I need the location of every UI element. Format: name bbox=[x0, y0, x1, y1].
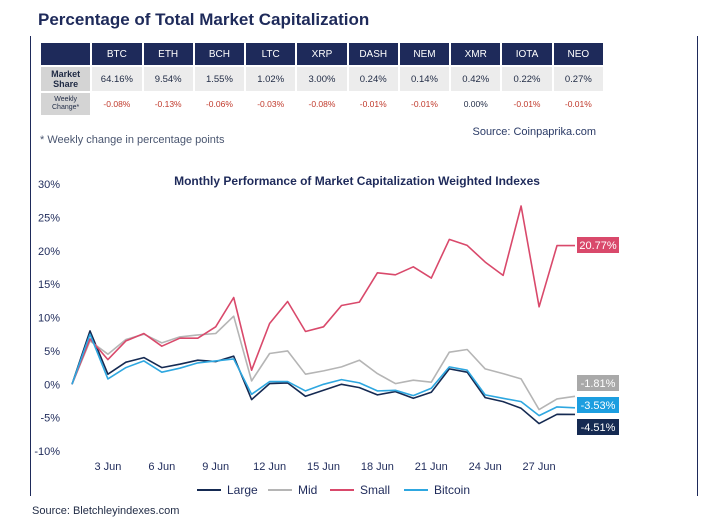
series-line-small bbox=[71, 205, 575, 385]
row-label: Market Share bbox=[41, 67, 91, 91]
table-cell: 3.00% bbox=[297, 67, 347, 91]
table-cell: 9.54% bbox=[143, 67, 193, 91]
y-tick-label: -5% bbox=[40, 413, 60, 425]
column-header: BCH bbox=[194, 43, 245, 65]
x-tick-label: 21 Jun bbox=[415, 461, 448, 473]
column-header: BTC bbox=[92, 43, 142, 65]
x-tick-label: 3 Jun bbox=[94, 461, 121, 473]
x-tick-label: 12 Jun bbox=[253, 461, 286, 473]
end-value-label: -3.53% bbox=[581, 400, 616, 412]
column-header: XRP bbox=[297, 43, 347, 65]
y-tick-label: 0% bbox=[44, 379, 60, 391]
end-label-box bbox=[577, 419, 619, 435]
row-label-line: Share bbox=[53, 79, 79, 89]
table-header-row: BTC ETH BCH LTC XRP DASH NEM XMR IOTA NE… bbox=[41, 43, 603, 65]
table-cell: 1.02% bbox=[246, 67, 296, 91]
legend-label: Small bbox=[360, 483, 390, 497]
series-line-bitcoin bbox=[71, 333, 576, 417]
column-header: DASH bbox=[348, 43, 398, 65]
table-corner bbox=[41, 43, 91, 65]
x-tick-label: 15 Jun bbox=[307, 461, 340, 473]
table-row-weekly-change: Weekly Change* -0.08% -0.13% -0.06% -0.03… bbox=[41, 93, 603, 115]
end-value-label: -4.51% bbox=[581, 422, 616, 434]
end-value-label: -1.81% bbox=[581, 378, 616, 390]
table-cell: -0.08% bbox=[297, 93, 347, 115]
series-line-mid bbox=[71, 315, 576, 411]
source-bletchley: Source: Bletchleyindexes.com bbox=[32, 505, 180, 517]
table-cell: 0.27% bbox=[553, 67, 603, 91]
column-header: IOTA bbox=[502, 43, 552, 65]
legend-label: Mid bbox=[298, 483, 317, 497]
y-tick-label: 30% bbox=[38, 179, 60, 191]
x-tick-label: 27 Jun bbox=[523, 461, 556, 473]
end-label-box bbox=[577, 237, 619, 253]
frame-divider-right bbox=[697, 36, 698, 496]
table-cell: 0.00% bbox=[451, 93, 501, 115]
y-tick-label: 5% bbox=[44, 346, 60, 358]
table-cell: 0.14% bbox=[399, 67, 450, 91]
row-label-line: Market bbox=[51, 69, 81, 79]
y-tick-label: 10% bbox=[38, 313, 60, 325]
table-row-market-share: Market Share 64.16% 9.54% 1.55% 1.02% 3.0… bbox=[41, 67, 603, 91]
table-cell: -0.06% bbox=[194, 93, 245, 115]
table-cell: 0.22% bbox=[502, 67, 552, 91]
table-cell: 0.24% bbox=[348, 67, 398, 91]
y-tick-label: 15% bbox=[38, 279, 60, 291]
table-cell: -0.01% bbox=[348, 93, 398, 115]
column-header: NEM bbox=[399, 43, 450, 65]
table-cell: -0.01% bbox=[502, 93, 552, 115]
x-tick-label: 6 Jun bbox=[148, 461, 175, 473]
x-tick-label: 18 Jun bbox=[361, 461, 394, 473]
end-label-box bbox=[577, 375, 619, 391]
table-cell: -0.01% bbox=[399, 93, 450, 115]
column-header: XMR bbox=[451, 43, 501, 65]
x-tick-label: 24 Jun bbox=[469, 461, 502, 473]
row-label: Weekly Change* bbox=[41, 93, 91, 115]
table-cell: 64.16% bbox=[92, 67, 142, 91]
end-value-label: 20.77% bbox=[579, 240, 617, 252]
column-header: NEO bbox=[553, 43, 603, 65]
y-tick-label: 20% bbox=[38, 246, 60, 258]
table-cell: 0.42% bbox=[451, 67, 501, 91]
end-label-box bbox=[577, 397, 619, 413]
table-cell: -0.03% bbox=[246, 93, 296, 115]
column-header: LTC bbox=[246, 43, 296, 65]
y-tick-label: -10% bbox=[34, 446, 60, 458]
table-cell: -0.08% bbox=[92, 93, 142, 115]
series-line-large bbox=[71, 330, 576, 425]
footnote: * Weekly change in percentage points bbox=[40, 134, 225, 146]
page-title: Percentage of Total Market Capitalizatio… bbox=[38, 10, 370, 29]
column-header: ETH bbox=[143, 43, 193, 65]
table-cell: -0.13% bbox=[143, 93, 193, 115]
market-share-table: BTC ETH BCH LTC XRP DASH NEM XMR IOTA NE… bbox=[39, 41, 605, 117]
frame-divider bbox=[30, 36, 31, 496]
legend-label: Bitcoin bbox=[434, 483, 470, 497]
x-tick-label: 9 Jun bbox=[202, 461, 229, 473]
legend-label: Large bbox=[227, 483, 258, 497]
source-coinpaprika: Source: Coinpaprika.com bbox=[472, 126, 596, 138]
row-label-line: Change* bbox=[52, 104, 80, 111]
row-label-line: Weekly bbox=[54, 96, 78, 103]
y-tick-label: 25% bbox=[38, 212, 60, 224]
chart-title: Monthly Performance of Market Capitaliza… bbox=[174, 174, 540, 188]
table-cell: -0.01% bbox=[553, 93, 603, 115]
table-cell: 1.55% bbox=[194, 67, 245, 91]
